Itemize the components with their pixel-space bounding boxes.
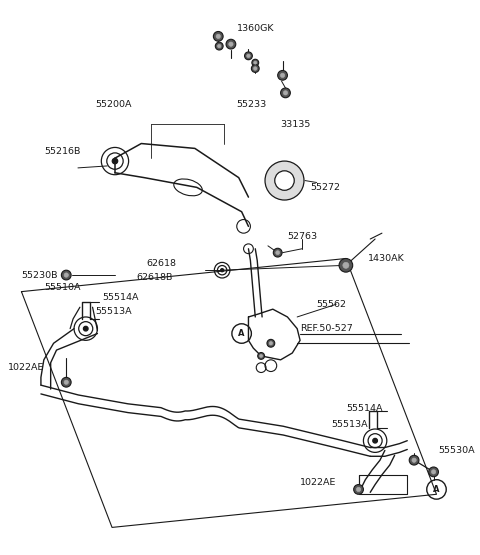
Circle shape: [229, 42, 233, 46]
Text: 55216B: 55216B: [44, 147, 80, 156]
Text: 55514A: 55514A: [346, 404, 383, 413]
Circle shape: [429, 467, 438, 477]
Text: 52763: 52763: [288, 231, 318, 240]
Circle shape: [354, 485, 363, 495]
Text: 1360GK: 1360GK: [237, 24, 274, 33]
Text: 55513A: 55513A: [331, 420, 368, 428]
Circle shape: [226, 39, 236, 49]
Circle shape: [216, 42, 223, 50]
Circle shape: [269, 341, 273, 345]
Circle shape: [373, 438, 377, 443]
Circle shape: [244, 52, 252, 60]
Text: 62618B: 62618B: [136, 273, 173, 281]
Circle shape: [214, 32, 223, 41]
Text: 1430AK: 1430AK: [368, 254, 405, 263]
Text: REF.50-527: REF.50-527: [300, 324, 353, 333]
Circle shape: [409, 455, 419, 465]
Circle shape: [283, 90, 288, 95]
Circle shape: [267, 339, 275, 347]
Circle shape: [258, 352, 264, 359]
Circle shape: [265, 161, 304, 200]
Text: 1022AE: 1022AE: [8, 363, 44, 372]
Text: 55530A: 55530A: [438, 446, 475, 455]
Circle shape: [412, 458, 416, 462]
Circle shape: [432, 470, 436, 474]
Circle shape: [339, 259, 353, 272]
Circle shape: [252, 64, 259, 72]
Text: 55272: 55272: [310, 183, 340, 192]
Circle shape: [84, 326, 88, 331]
Circle shape: [112, 158, 118, 164]
Text: 62618: 62618: [146, 259, 176, 268]
Circle shape: [254, 61, 257, 64]
Text: 55230B: 55230B: [22, 271, 58, 280]
Text: 1022AE: 1022AE: [300, 478, 336, 487]
Text: 55200A: 55200A: [96, 100, 132, 109]
Text: 55233: 55233: [237, 100, 267, 109]
Text: 55510A: 55510A: [44, 283, 80, 292]
Circle shape: [252, 59, 259, 66]
Circle shape: [280, 73, 285, 78]
Circle shape: [276, 251, 280, 255]
Circle shape: [216, 34, 220, 38]
Circle shape: [281, 88, 290, 98]
Circle shape: [275, 171, 294, 190]
Circle shape: [247, 54, 250, 58]
Circle shape: [356, 487, 361, 492]
Text: 55514A: 55514A: [102, 293, 139, 302]
Circle shape: [260, 355, 263, 357]
Circle shape: [217, 44, 221, 48]
Circle shape: [64, 380, 69, 385]
Circle shape: [253, 67, 257, 70]
Circle shape: [221, 269, 224, 272]
Circle shape: [61, 270, 71, 280]
Circle shape: [278, 70, 288, 80]
Circle shape: [273, 248, 282, 257]
Text: 55513A: 55513A: [96, 306, 132, 316]
Circle shape: [64, 273, 69, 278]
Circle shape: [61, 377, 71, 387]
Text: A: A: [433, 485, 440, 494]
Text: 33135: 33135: [281, 119, 311, 129]
Text: A: A: [239, 329, 245, 338]
Text: 55562: 55562: [317, 300, 347, 309]
Circle shape: [343, 263, 349, 269]
